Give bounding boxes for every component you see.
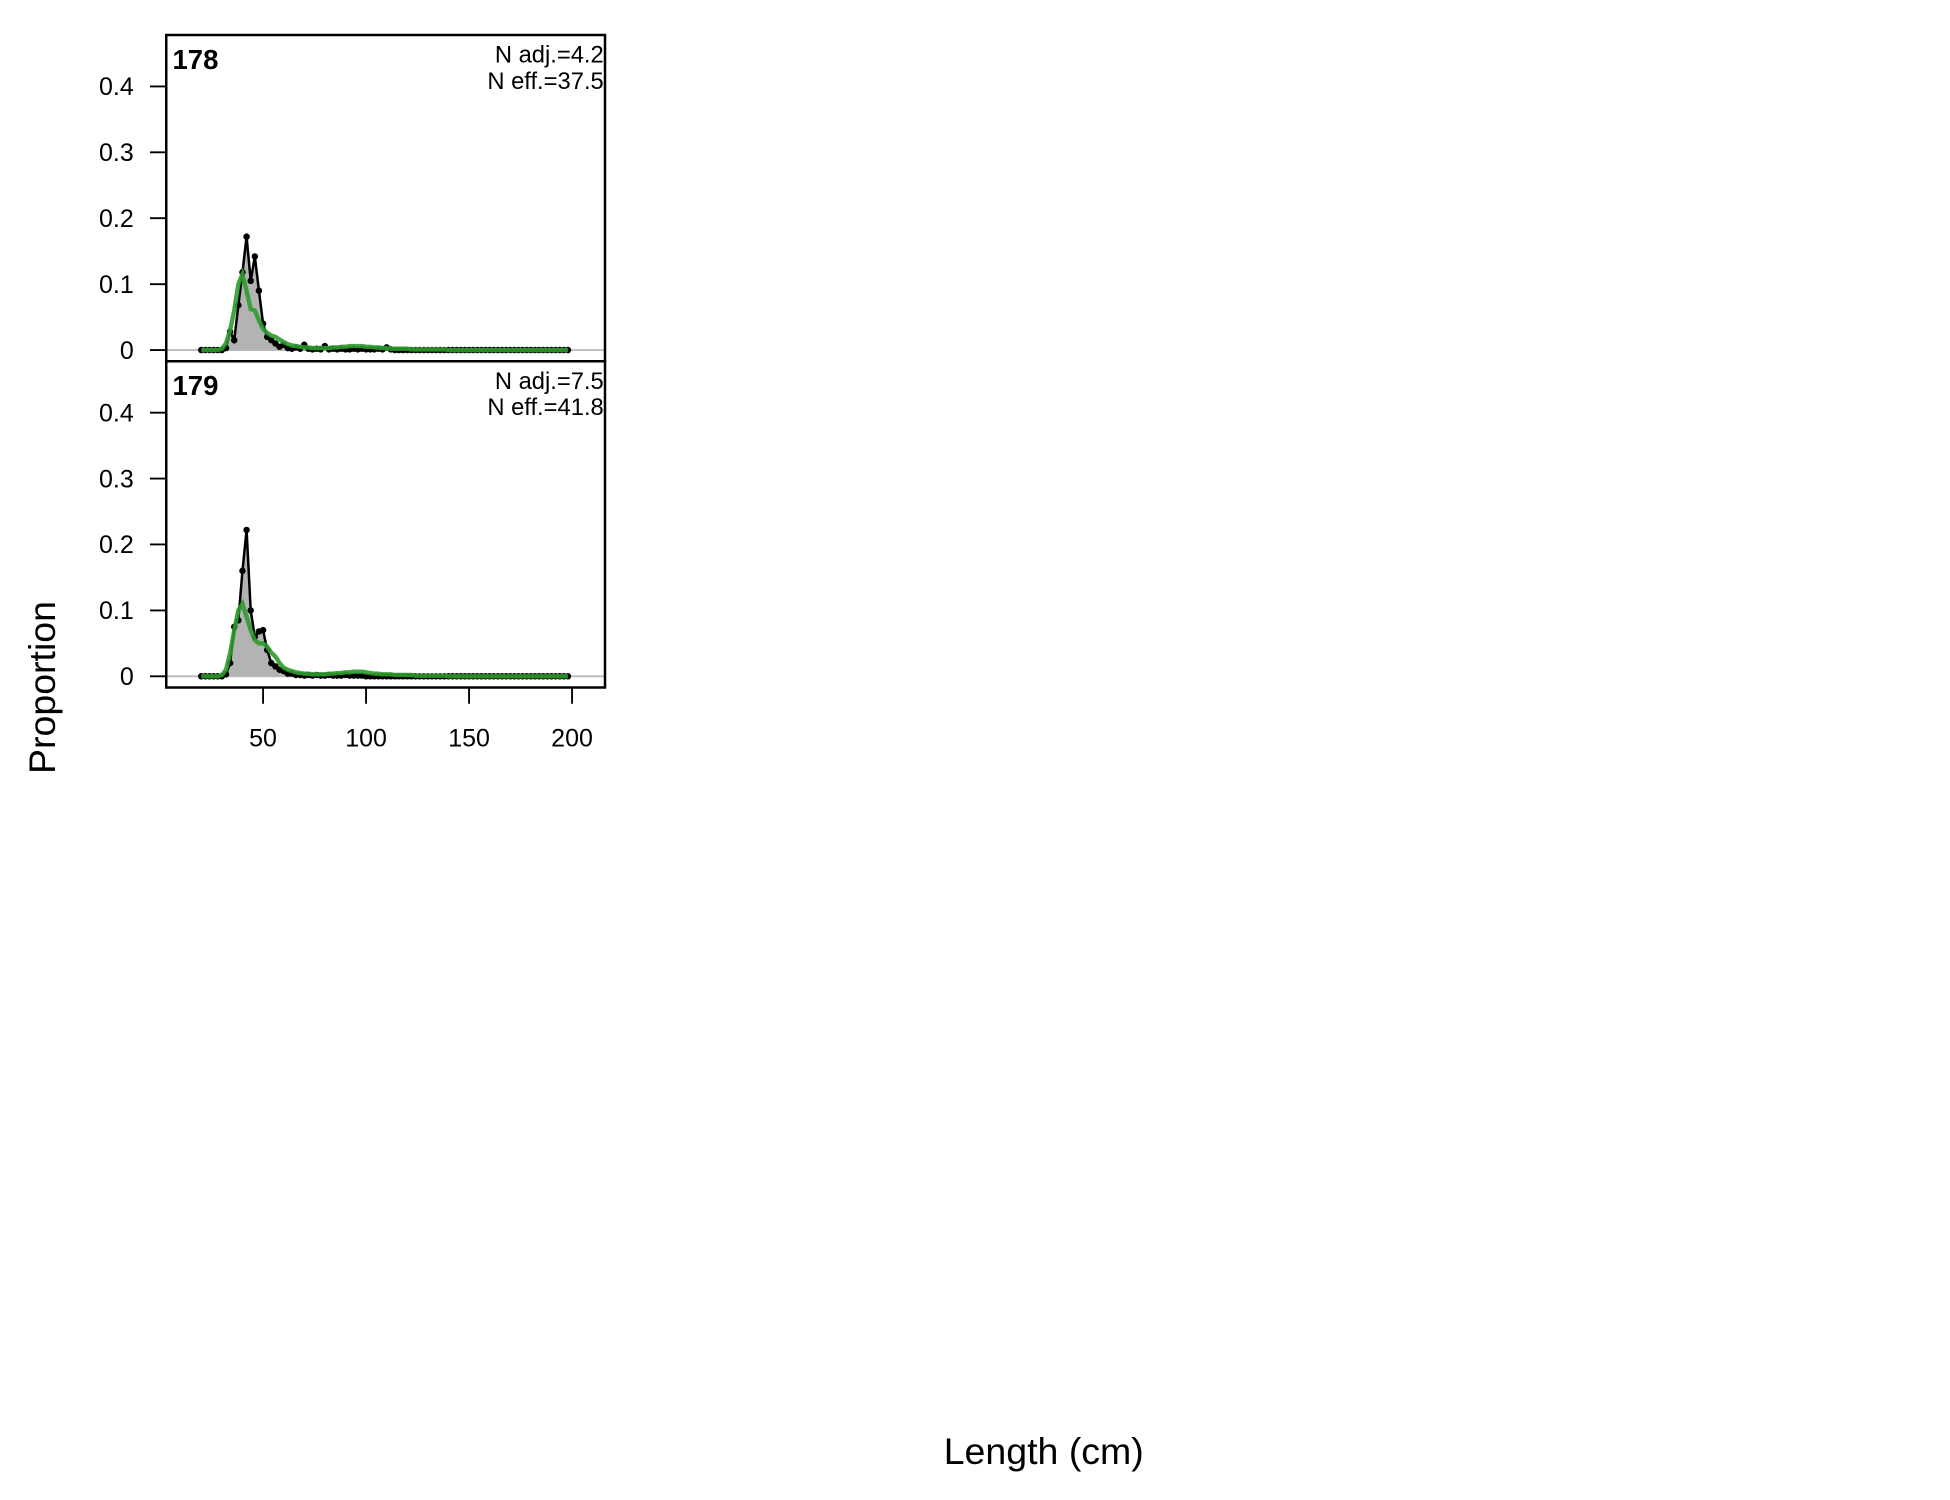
y-tick-label: 0.2 (99, 531, 134, 559)
observed-point (239, 567, 246, 575)
annotation: N adj.=7.5 (495, 368, 604, 395)
observed-point (243, 233, 250, 240)
x-tick-label: 50 (249, 724, 277, 752)
y-tick-label: 0.2 (99, 205, 134, 233)
observed-point (243, 526, 250, 534)
annotation: N eff.=41.8 (487, 394, 603, 421)
y-tick-label: 0.4 (99, 399, 134, 427)
y-axis-label: Proportion (21, 601, 63, 774)
x-axis-label: Length (cm) (944, 1430, 1144, 1472)
observed-point (251, 253, 259, 260)
y-tick-label: 0.4 (99, 73, 134, 101)
observed-area (201, 236, 568, 351)
observed-point (259, 626, 267, 634)
y-tick-label: 0 (120, 663, 134, 691)
observed-area (201, 529, 568, 677)
panel-label: 178 (173, 44, 219, 75)
y-tick-label: 0.1 (99, 271, 134, 299)
expected-line (201, 267, 568, 353)
expected-line (201, 598, 568, 679)
x-tick-label: 200 (551, 724, 593, 752)
annotation: N adj.=4.2 (495, 42, 604, 69)
y-tick-label: 0.3 (99, 465, 134, 493)
y-tick-label: 0 (120, 337, 134, 365)
observed-point (230, 336, 238, 344)
x-tick-label: 100 (345, 724, 387, 752)
observed-point (247, 607, 254, 614)
panel-label: 179 (173, 370, 219, 401)
x-tick-label: 150 (448, 724, 490, 752)
annotation: N eff.=37.5 (487, 68, 603, 95)
observed-point (255, 287, 263, 294)
y-tick-label: 0.1 (99, 597, 134, 625)
panel-frame (165, 360, 607, 689)
observed-point (247, 277, 254, 285)
y-tick-label: 0.3 (99, 139, 134, 167)
